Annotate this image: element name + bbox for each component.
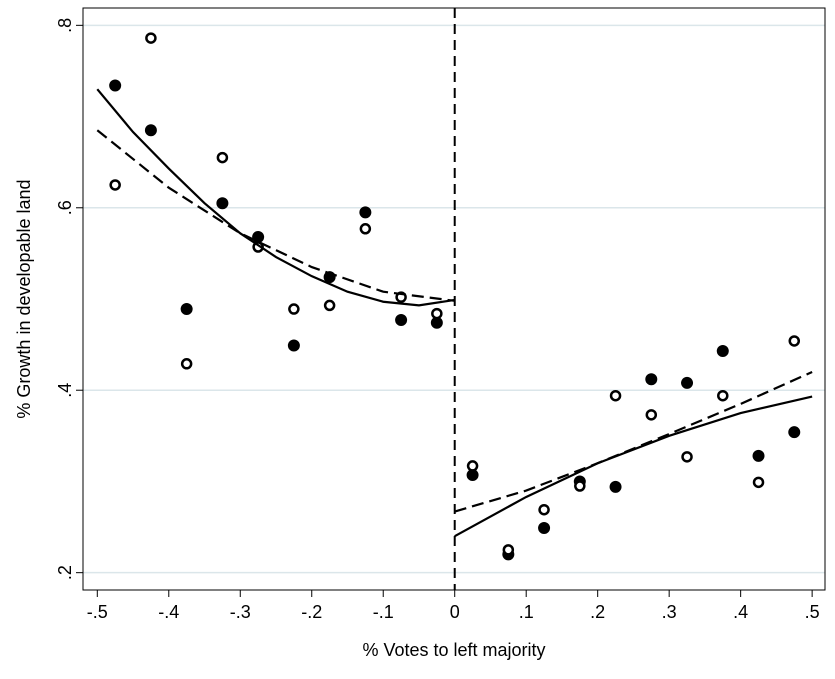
y-tick-label: .4 — [55, 383, 75, 398]
point — [180, 358, 193, 370]
point — [252, 230, 265, 243]
point — [716, 344, 729, 357]
point — [538, 521, 551, 534]
point — [288, 303, 300, 315]
point — [109, 79, 122, 92]
point — [359, 223, 372, 235]
point — [180, 303, 193, 316]
point — [574, 480, 586, 492]
point — [145, 32, 157, 44]
point — [681, 451, 693, 463]
fit-line — [454, 395, 813, 538]
fit-line — [96, 129, 455, 302]
point — [609, 480, 622, 493]
point — [466, 460, 479, 472]
x-tick-label: .5 — [805, 602, 820, 622]
y-tick-label: .8 — [55, 18, 75, 33]
y-tick-label: .6 — [55, 200, 75, 215]
y-tick-label: .2 — [55, 565, 75, 580]
fit-line — [96, 88, 455, 307]
point — [216, 197, 229, 210]
point — [287, 339, 300, 352]
point — [538, 503, 550, 516]
y-axis-label: % Growth in developable land — [14, 179, 34, 418]
x-tick-label: -.4 — [158, 602, 179, 622]
fit-line — [454, 370, 813, 513]
point — [752, 476, 765, 489]
x-tick-label: -.5 — [87, 602, 108, 622]
point — [681, 376, 694, 389]
point — [752, 449, 765, 462]
point — [395, 313, 408, 326]
point — [323, 299, 336, 312]
x-axis-label: % Votes to left majority — [362, 640, 545, 660]
x-tick-label: -.3 — [230, 602, 251, 622]
point — [788, 335, 801, 347]
point — [788, 426, 801, 439]
point — [645, 373, 658, 386]
x-tick-label: -.1 — [373, 602, 394, 622]
point — [645, 409, 658, 421]
x-tick-label: .2 — [590, 602, 605, 622]
point — [717, 389, 729, 402]
point — [431, 307, 443, 320]
x-tick-label: .1 — [519, 602, 534, 622]
x-tick-label: -.2 — [301, 602, 322, 622]
point — [609, 389, 622, 402]
point — [502, 544, 515, 556]
point — [359, 206, 372, 219]
x-tick-label: .3 — [662, 602, 677, 622]
point — [216, 151, 229, 164]
x-tick-label: 0 — [450, 602, 460, 622]
x-tick-label: .4 — [733, 602, 748, 622]
point — [109, 179, 121, 191]
point — [144, 124, 157, 137]
